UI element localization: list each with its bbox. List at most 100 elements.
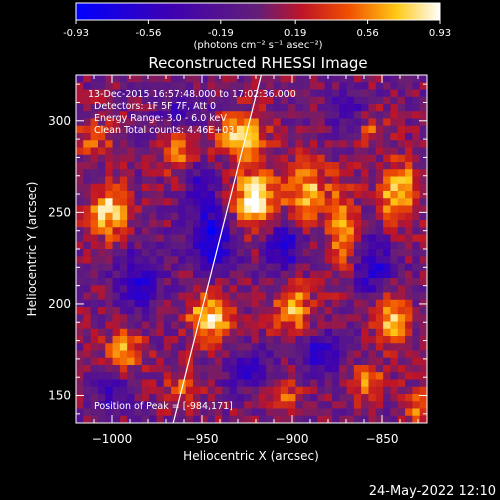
heatmap-cell <box>193 350 201 359</box>
heatmap-cell <box>193 328 201 337</box>
heatmap-cell <box>317 227 326 236</box>
heatmap-cell <box>361 372 370 381</box>
heatmap-cell <box>361 104 370 112</box>
heatmap-cell <box>222 176 231 185</box>
heatmap-cell <box>207 394 216 402</box>
heatmap-cell <box>185 227 194 236</box>
heatmap-cell <box>302 111 311 120</box>
heatmap-cell <box>390 198 399 207</box>
heatmap-cell <box>324 263 333 272</box>
heatmap-cell <box>214 314 223 323</box>
heatmap-cell <box>310 154 318 163</box>
heatmap-cell <box>405 191 413 199</box>
heatmap-cell <box>295 183 304 192</box>
heatmap-cell <box>361 176 370 185</box>
heatmap-cell <box>251 263 260 272</box>
heatmap-cell <box>324 82 333 91</box>
heatmap-cell <box>90 162 99 170</box>
heatmap-cell <box>222 89 231 98</box>
heatmap-cell <box>302 408 311 417</box>
heatmap-cell <box>368 357 377 366</box>
heatmap-cell <box>185 401 194 410</box>
heatmap-cell <box>390 321 399 330</box>
heatmap-cell <box>280 350 289 359</box>
heatmap-cell <box>266 140 275 149</box>
heatmap-cell <box>200 241 209 250</box>
heatmap-cell <box>419 350 427 359</box>
heatmap-cell <box>361 140 370 149</box>
heatmap-cell <box>324 372 333 381</box>
heatmap-cell <box>295 212 304 221</box>
heatmap-cell <box>361 75 370 83</box>
heatmap-cell <box>353 270 362 279</box>
heatmap-cell <box>171 379 179 388</box>
heatmap-cell <box>266 104 275 112</box>
heatmap-cell <box>222 212 231 221</box>
heatmap-cell <box>97 227 106 236</box>
heatmap-cell <box>185 140 194 149</box>
heatmap-cell <box>310 270 318 279</box>
heatmap-cell <box>295 176 304 185</box>
heatmap-cell <box>134 118 143 127</box>
heatmap-cell <box>258 118 267 127</box>
heatmap-cell <box>405 220 413 228</box>
heatmap-cell <box>193 401 201 410</box>
heatmap-cell <box>310 111 318 120</box>
heatmap-cell <box>90 365 99 373</box>
heatmap-cell <box>346 191 355 199</box>
heatmap-cell <box>273 227 282 236</box>
heatmap-cell <box>339 154 348 163</box>
heatmap-cell <box>207 140 216 149</box>
heatmap-cell <box>405 285 413 294</box>
heatmap-cell <box>127 336 136 344</box>
heatmap-cell <box>119 205 128 214</box>
heatmap-cell <box>229 249 238 257</box>
heatmap-cell <box>368 183 377 192</box>
heatmap-cell <box>397 401 406 410</box>
heatmap-cell <box>273 111 282 120</box>
heatmap-cell <box>222 357 231 366</box>
heatmap-cell <box>163 125 172 134</box>
heatmap-cell <box>193 285 201 294</box>
heatmap-cell <box>236 104 245 112</box>
heatmap-cell <box>339 198 348 207</box>
heatmap-cell <box>207 96 216 105</box>
heatmap-cell <box>207 357 216 366</box>
heatmap-cell <box>368 307 377 315</box>
heatmap-cell <box>229 415 238 423</box>
heatmap-cell <box>149 75 158 83</box>
heatmap-cell <box>156 299 165 308</box>
heatmap-cell <box>419 394 427 402</box>
heatmap-cell <box>280 82 289 91</box>
heatmap-cell <box>258 350 267 359</box>
heatmap-cell <box>112 162 121 170</box>
heatmap-cell <box>127 82 136 91</box>
heatmap-cell <box>105 82 114 91</box>
heatmap-cell <box>405 147 413 156</box>
heatmap-cell <box>266 256 275 265</box>
heatmap-cell <box>83 133 92 141</box>
heatmap-cell <box>127 365 136 373</box>
heatmap-cell <box>229 270 238 279</box>
heatmap-cell <box>127 191 136 199</box>
heatmap-cell <box>280 234 289 243</box>
heatmap-cell <box>76 270 84 279</box>
heatmap-cell <box>236 357 245 366</box>
heatmap-cell <box>331 394 340 402</box>
heatmap-cell <box>251 220 260 228</box>
heatmap-cell <box>353 198 362 207</box>
heatmap-cell <box>295 75 304 83</box>
heatmap-cell <box>119 111 128 120</box>
heatmap-cell <box>90 169 99 178</box>
heatmap-cell <box>105 299 114 308</box>
heatmap-cell <box>251 328 260 337</box>
heatmap-cell <box>127 372 136 381</box>
heatmap-cell <box>83 249 92 257</box>
heatmap-cell <box>207 249 216 257</box>
heatmap-cell <box>251 147 260 156</box>
heatmap-cell <box>258 401 267 410</box>
heatmap-cell <box>412 263 421 272</box>
heatmap-cell <box>258 292 267 301</box>
heatmap-cell <box>112 372 121 381</box>
heatmap-cell <box>302 118 311 127</box>
